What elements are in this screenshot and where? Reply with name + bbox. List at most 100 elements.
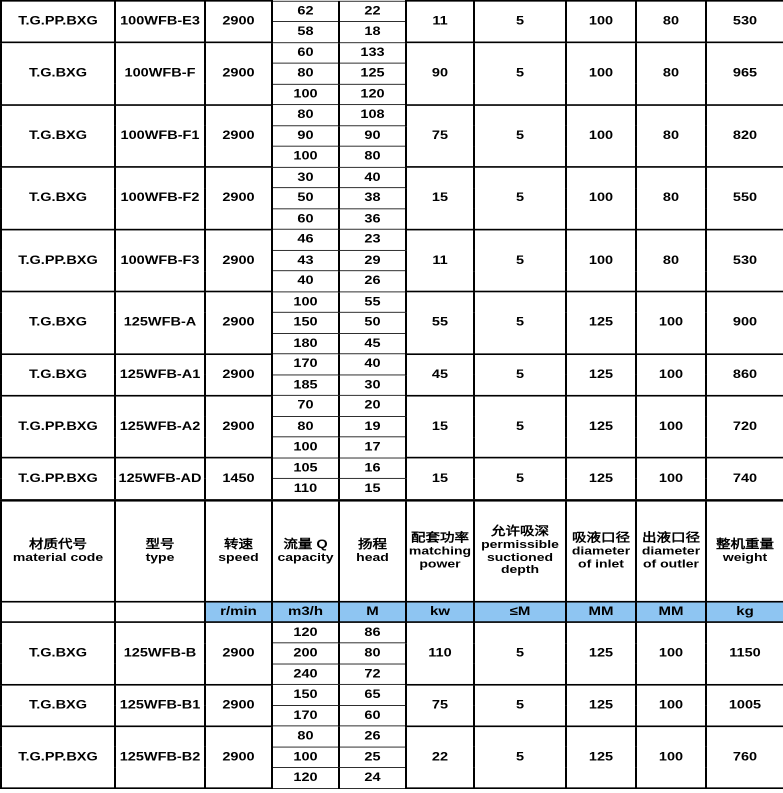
table-row: 60 36 — [1, 208, 783, 230]
cell-matching-power: 45 — [405, 352, 475, 397]
table-row: T.G.BXG 100WFB-F 2900 60 133 90 5 100 80 965 — [0, 41, 783, 106]
column-unit-8: MM — [565, 600, 637, 623]
table-row: 180 45 — [1, 332, 783, 355]
cell-head: 86 — [338, 621, 407, 644]
column-header-en: weight — [722, 550, 768, 564]
cell-capacity: 80 — [271, 725, 340, 748]
cell-inlet-diameter: 125 — [565, 725, 637, 789]
cell-outlet-diameter: 100 — [635, 290, 707, 355]
cell-suction-depth: 5 — [473, 620, 567, 686]
cell-weight: 740 — [705, 456, 783, 501]
cell-speed: 2900 — [204, 620, 273, 686]
column-header-en: head — [356, 550, 389, 564]
column-header-en: speed — [218, 550, 259, 564]
cell-head: 45 — [338, 332, 407, 355]
table-row: 100 17 — [1, 436, 783, 459]
cell-type: 125WFB-B — [114, 620, 206, 686]
cell-head: 22 — [338, 0, 407, 22]
cell-speed: 2900 — [204, 166, 273, 231]
cell-head: 24 — [338, 767, 407, 789]
table-row: T.G.BXG 100WFB-F2 2900 30 40 15 5 100 80 550 — [0, 166, 783, 231]
cell-head: 80 — [338, 145, 407, 168]
column-header-cn: 扬程 — [358, 537, 387, 551]
cell-capacity: 60 — [271, 208, 340, 230]
cell-capacity: 50 — [271, 187, 340, 209]
cell-head: 120 — [338, 83, 407, 106]
cell-weight: 820 — [705, 103, 783, 168]
cell-capacity: 100 — [271, 436, 340, 459]
cell-weight: 860 — [705, 352, 783, 397]
cell-inlet-diameter: 100 — [565, 103, 637, 168]
cell-material-code: T.G.BXG — [0, 290, 116, 355]
cell-head: 90 — [338, 124, 407, 147]
cell-head: 55 — [338, 291, 407, 313]
column-header-en: type — [145, 550, 175, 564]
cell-speed: 2900 — [204, 683, 273, 727]
cell-type: 100WFB-F2 — [114, 166, 206, 231]
cell-head: 29 — [338, 249, 407, 272]
cell-inlet-diameter: 125 — [565, 352, 637, 397]
cell-type: 125WFB-A2 — [114, 394, 206, 459]
cell-suction-depth: 5 — [473, 394, 567, 459]
column-unit-7: ≤M — [473, 600, 567, 623]
cell-capacity: 105 — [271, 457, 340, 479]
column-unit-5: M — [338, 600, 407, 623]
cell-material-code: T.G.BXG — [0, 352, 116, 397]
cell-outlet-diameter: 80 — [635, 103, 707, 168]
cell-capacity: 110 — [271, 477, 340, 501]
cell-capacity: 60 — [271, 41, 340, 64]
column-unit-3: r/min — [204, 600, 273, 623]
cell-material-code: T.G.BXG — [0, 620, 116, 686]
cell-material-code: T.G.PP.BXG — [0, 456, 116, 501]
column-header-en: capacity — [277, 550, 334, 564]
cell-suction-depth: 5 — [473, 683, 567, 727]
cell-capacity: 80 — [271, 104, 340, 126]
cell-head: 26 — [338, 270, 407, 292]
cell-head: 18 — [338, 21, 407, 43]
cell-type: 125WFB-A — [114, 290, 206, 355]
cell-matching-power: 15 — [405, 394, 475, 459]
column-unit-6: kw — [405, 600, 475, 623]
column-header-6: 配套功率 matching power — [405, 498, 475, 603]
cell-suction-depth: 5 — [473, 456, 567, 501]
table-row: 80 19 — [1, 415, 783, 438]
cell-head: 15 — [338, 477, 407, 501]
cell-suction-depth: 5 — [473, 725, 567, 789]
cell-suction-depth: 5 — [473, 103, 567, 168]
cell-type: 125WFB-B1 — [114, 683, 206, 727]
cell-weight: 720 — [705, 394, 783, 459]
column-header-cn: 允许吸深 — [491, 525, 549, 539]
cell-capacity: 80 — [271, 62, 340, 85]
cell-weight: 760 — [705, 725, 783, 789]
cell-capacity: 62 — [271, 0, 340, 22]
cell-matching-power: 90 — [405, 41, 475, 106]
cell-type: 100WFB-F3 — [114, 228, 206, 293]
cell-outlet-diameter: 100 — [635, 683, 707, 727]
cell-capacity: 150 — [271, 683, 340, 706]
cell-capacity: 180 — [271, 332, 340, 355]
column-header-1: 材质代号 material code — [0, 498, 116, 603]
cell-speed: 2900 — [204, 228, 273, 293]
table-row: T.G.BXG 125WFB-A 2900 100 55 55 5 125 100 900 — [0, 290, 783, 355]
cell-suction-depth: 5 — [473, 228, 567, 293]
column-unit-9: MM — [635, 600, 707, 623]
column-header-cn: 型号 — [145, 537, 175, 551]
cell-outlet-diameter: 80 — [635, 41, 707, 106]
cell-suction-depth: 5 — [473, 166, 567, 231]
column-unit-4: m3/h — [271, 600, 340, 623]
column-unit-2 — [114, 600, 206, 623]
cell-outlet-diameter: 100 — [635, 725, 707, 789]
cell-capacity: 100 — [271, 83, 340, 106]
cell-capacity: 100 — [271, 291, 340, 313]
column-header-cn: 流量 Q — [283, 537, 328, 551]
cell-capacity: 80 — [271, 415, 340, 438]
cell-outlet-diameter: 100 — [635, 352, 707, 397]
column-unit-1 — [0, 600, 116, 623]
column-header-9: 出液口径 diameter of outler — [635, 498, 707, 603]
cell-head: 16 — [338, 457, 407, 479]
column-header-en: matching power — [408, 543, 472, 570]
cell-head: 60 — [338, 704, 407, 727]
